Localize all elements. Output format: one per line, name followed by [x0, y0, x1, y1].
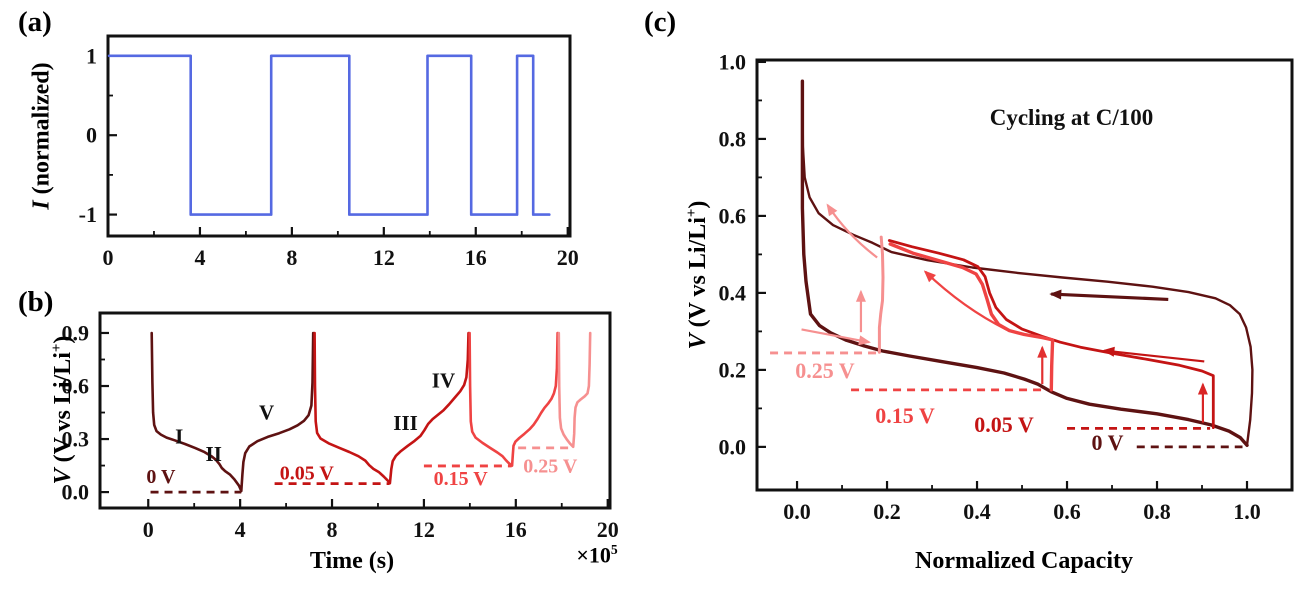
panel-b-x-tick-label: 4 [235, 517, 246, 542]
panel-b-x-tick-label: 16 [505, 517, 527, 542]
charge-0.05V-cycle [887, 239, 1215, 430]
panel-b-plot: 0 4 8 12 16 20 0.0 0.3 0.6 0.9 0 V 0.05 V 0.15 V 0.25… [62, 311, 619, 542]
panel-c-y-symbol: V [685, 333, 711, 350]
panel-b-x-axis-title: Time (s) [309, 548, 395, 574]
panel-c-x-tick-label: 0.8 [1143, 499, 1171, 524]
direction-arrow [1049, 289, 1169, 302]
annotation-text: Cycling at C/100 [990, 105, 1154, 130]
cycle4-0.25V [557, 331, 592, 449]
panel-c-y-tick-label: 0.4 [719, 280, 747, 305]
panel-b-x-tick-label: 0 [143, 517, 154, 542]
annotation-text: IV [432, 369, 455, 393]
panel-a-frame [106, 34, 572, 238]
panel-a-letter: (a) [18, 6, 52, 38]
annotation-text: 0.15 V [434, 468, 489, 490]
panel-a-y-symbol: I [28, 200, 55, 210]
annotation-text: 0.05 V [974, 412, 1034, 437]
annotation-text: III [393, 411, 418, 435]
annotation-text: 0.25 V [795, 358, 855, 383]
panel-a-x-tick-label: 4 [194, 245, 205, 270]
direction-arrow [1102, 346, 1205, 363]
panel-a-x-tick-label: 16 [465, 245, 487, 270]
panel-c-x-tick-label: 0.2 [873, 499, 901, 524]
panel-a-x-tick-label: 8 [286, 245, 297, 270]
panel-c-y-unit: (V vs Li/Li [685, 217, 711, 334]
panel-c-y-tick-label: 0.0 [719, 434, 747, 459]
annotation-text: 0.25 V [523, 455, 578, 477]
panel-b-y-unit: (V vs Li/Li [50, 352, 76, 469]
cycle1-0V [150, 331, 315, 493]
panel-c-x-tick-label: 0.4 [963, 499, 991, 524]
panel-c-letter: (c) [644, 6, 677, 38]
direction-arrow [826, 203, 878, 259]
panel-c-x-tick-label: 0.0 [783, 499, 811, 524]
panel-b-letter: (b) [18, 286, 54, 318]
cycle3-0.15V [468, 331, 559, 467]
panel-b-y-tick-label: 0.3 [62, 427, 90, 452]
direction-arrow [923, 270, 1007, 331]
annotation-text: 0 V [146, 466, 176, 488]
panel-b-y-tick-label: 0.9 [62, 320, 90, 345]
panel-c-y-tick-label: 0.8 [719, 126, 747, 151]
panel-c-x-axis-title: Normalized Capacity [915, 548, 1133, 574]
exp-base: ×10 [576, 542, 611, 568]
panel-c-y-tick-label: 0.2 [719, 357, 747, 382]
panel-c-y-tick-label: 1.0 [719, 49, 747, 74]
cycle2-0.05V [313, 331, 470, 485]
exp-power: 5 [610, 542, 618, 557]
panel-b-y-tick-label: 0.6 [62, 374, 90, 399]
panel-c-y-tick-label: 0.6 [719, 203, 747, 228]
charge-0.15V-cycle [888, 242, 1055, 392]
panel-b-x-axis-exponent: ×105 [576, 542, 617, 568]
panel-c-x-tick-label: 1.0 [1233, 499, 1261, 524]
panel-c-x-tick-label: 0.6 [1053, 499, 1081, 524]
panel-b-x-tick-label: 12 [413, 517, 435, 542]
panel-a-plot: 0 4 8 12 16 20-101 [79, 34, 579, 270]
panel-b-y-close: ) [50, 335, 76, 344]
current-square-wave [107, 54, 551, 216]
panel-a-x-tick-label: 20 [557, 245, 579, 270]
charge-0.25V-cycle [877, 235, 885, 354]
panel-a-y-tick-label: 0 [86, 123, 97, 148]
annotation-text: I [175, 424, 183, 448]
annotation-text: II [206, 442, 222, 466]
annotation-text: V [259, 401, 274, 425]
direction-arrow [801, 328, 872, 346]
panel-b-y-axis-title: V (V vs Li/Li+) [49, 336, 77, 485]
panel-c-frame [755, 58, 1294, 492]
panel-c-y-sup: + [684, 208, 700, 218]
panel-a-x-tick-label: 0 [103, 245, 114, 270]
panel-c-plot: 0.0 0.2 0.4 0.6 0.8 1.0 0.0 0.2 0.4 0.6 0.8 1.0 Cycl… [719, 49, 1294, 524]
panel-b-frame [98, 311, 612, 510]
panel-a-y-tick-label: 1 [86, 43, 97, 68]
charge-0V-cycle [801, 79, 1254, 447]
panel-a-y-unit: (normalized) [28, 62, 55, 201]
panel-b-y-symbol: V [50, 468, 76, 485]
panel-c-y-axis-title: V (V vs Li/Li+) [684, 201, 712, 350]
annotation-text: 0.15 V [875, 403, 935, 428]
panel-a-x-tick-label: 12 [373, 245, 395, 270]
panel-b-y-tick-label: 0.0 [62, 480, 90, 505]
panel-b-x-tick-label: 20 [597, 517, 619, 542]
panel-a-y-axis-title: I (normalized) [29, 62, 56, 209]
panel-b-y-sup: + [49, 343, 65, 353]
discharge-backbone-0V [800, 79, 1249, 447]
panel-a-y-tick-label: -1 [79, 202, 97, 227]
annotation-text: 0 V [1092, 430, 1124, 455]
panel-c-y-close: ) [685, 200, 711, 209]
annotation-text: 0.05 V [280, 463, 335, 485]
panel-b-x-tick-label: 8 [327, 517, 338, 542]
